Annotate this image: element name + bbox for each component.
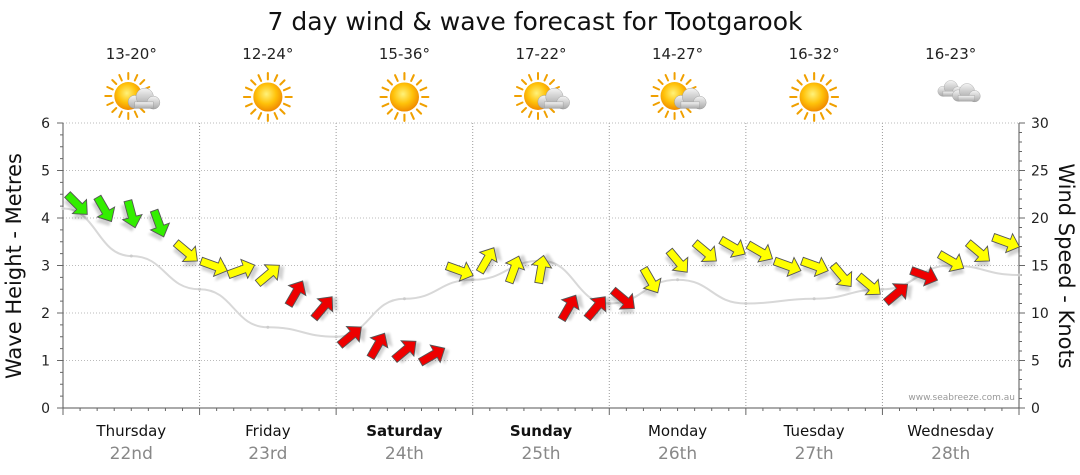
day-label: Sunday: [510, 422, 573, 440]
wind-arrow: [172, 239, 198, 267]
watermark: www.seabreeze.com.au: [908, 393, 1015, 403]
wind-arrow: [909, 265, 939, 291]
wind-arrow: [799, 256, 830, 282]
wind-arrow: [665, 247, 689, 278]
day-label: Saturday: [366, 422, 443, 440]
partly-cloudy-icon: [104, 72, 161, 120]
wind-arrow: [772, 256, 803, 282]
day-label: Friday: [245, 422, 291, 440]
date-label: 22nd: [110, 444, 153, 464]
left-tick-label: 4: [41, 211, 50, 227]
day-label: Tuesday: [783, 422, 845, 440]
date-label: 24th: [385, 444, 424, 464]
right-axis-title: Wind Speed - Knots: [1054, 163, 1078, 368]
date-label: 28th: [931, 444, 970, 464]
wave-point: [1017, 273, 1021, 277]
weather-row: 13-20° 12-24° 15-36° 17-22° 14-27° 16-32° 16-2…: [104, 45, 981, 122]
day-label: Wednesday: [907, 422, 994, 440]
wave-point: [129, 254, 133, 258]
wind-arrow: [444, 261, 475, 286]
sunny-icon: [379, 72, 430, 122]
wave-point: [402, 297, 406, 301]
wind-arrow: [504, 254, 530, 285]
day-temperature: 16-23°: [925, 45, 976, 63]
right-tick-label: 25: [1031, 164, 1049, 180]
left-tick-label: 2: [41, 306, 50, 322]
day-temperature: 17-22°: [515, 45, 566, 63]
wind-arrow: [336, 326, 367, 350]
x-axis-labels: Thursday 22nd Friday 23rd Saturday 24th Sunday…: [95, 422, 994, 464]
wind-arrow: [63, 191, 88, 220]
day-temperature: 14-27°: [652, 45, 703, 63]
date-label: 26th: [658, 444, 697, 464]
date-label: 27th: [795, 444, 834, 464]
wind-arrow: [718, 235, 746, 263]
right-tick-label: 5: [1031, 354, 1040, 370]
wave-point: [676, 278, 680, 282]
left-tick-label: 5: [41, 164, 50, 180]
wind-arrow: [199, 256, 229, 282]
wind-arrow: [226, 258, 259, 282]
wind-arrow: [147, 208, 171, 242]
wind-arrow: [638, 265, 662, 298]
wind-series: [63, 191, 1021, 368]
wind-arrow: [254, 264, 285, 288]
left-tick-label: 0: [41, 401, 50, 417]
chart-title: 7 day wind & wave forecast for Tootgaroo…: [268, 7, 803, 36]
wind-arrow: [936, 250, 965, 277]
left-tick-label: 1: [41, 354, 50, 370]
partly-cloudy-icon: [514, 72, 570, 120]
wind-arrow: [284, 280, 311, 308]
right-tick-label: 20: [1031, 211, 1049, 227]
right-tick-label: 0: [1031, 401, 1040, 417]
right-tick-label: 30: [1031, 116, 1049, 132]
wind-arrow: [557, 294, 584, 323]
wind-arrow: [92, 194, 116, 227]
day-label: Thursday: [95, 422, 166, 440]
day-temperature: 16-32°: [789, 45, 840, 63]
sunny-icon: [789, 72, 840, 122]
day-temperature: 12-24°: [242, 45, 293, 63]
wave-line: [62, 207, 1020, 338]
wave-point: [334, 335, 338, 339]
partly-cloudy-icon: [650, 72, 707, 120]
wind-arrow: [310, 296, 338, 322]
left-axis-title: Wave Height - Metres: [2, 153, 26, 379]
wind-arrow: [530, 253, 557, 285]
wind-arrow: [366, 332, 393, 361]
wind-arrow: [691, 239, 717, 267]
day-temperature: 13-20°: [106, 45, 157, 63]
wind-arrow: [417, 344, 450, 368]
axes: 0 1 2 3 4 5 6 0 5 10 15 20 25 30: [41, 116, 1049, 417]
wind-arrow: [964, 239, 991, 267]
wave-point: [266, 325, 270, 329]
cloudy-icon: [937, 80, 981, 103]
date-label: 23rd: [248, 444, 287, 464]
wave-point: [812, 297, 816, 301]
wind-arrow: [583, 296, 611, 322]
day-label: Monday: [648, 422, 707, 440]
left-tick-label: 3: [41, 259, 50, 275]
wave-point: [880, 287, 884, 291]
wind-arrow: [882, 283, 913, 307]
wind-arrow: [119, 199, 143, 232]
wave-point: [198, 287, 202, 291]
right-tick-label: 15: [1031, 259, 1049, 275]
wind-arrow: [828, 261, 853, 292]
date-label: 25th: [521, 444, 560, 464]
wave-point: [61, 207, 65, 210]
wind-arrow: [391, 340, 421, 364]
day-temperature: 15-36°: [379, 45, 430, 63]
wind-arrow: [991, 232, 1021, 258]
wind-arrow: [609, 286, 635, 314]
wind-arrow: [475, 247, 502, 275]
right-tick-label: 10: [1031, 306, 1049, 322]
left-tick-label: 6: [41, 116, 50, 132]
sunny-icon: [242, 72, 293, 122]
wind-arrow: [745, 240, 774, 267]
wave-point: [744, 302, 748, 305]
wind-arrow: [855, 272, 881, 300]
